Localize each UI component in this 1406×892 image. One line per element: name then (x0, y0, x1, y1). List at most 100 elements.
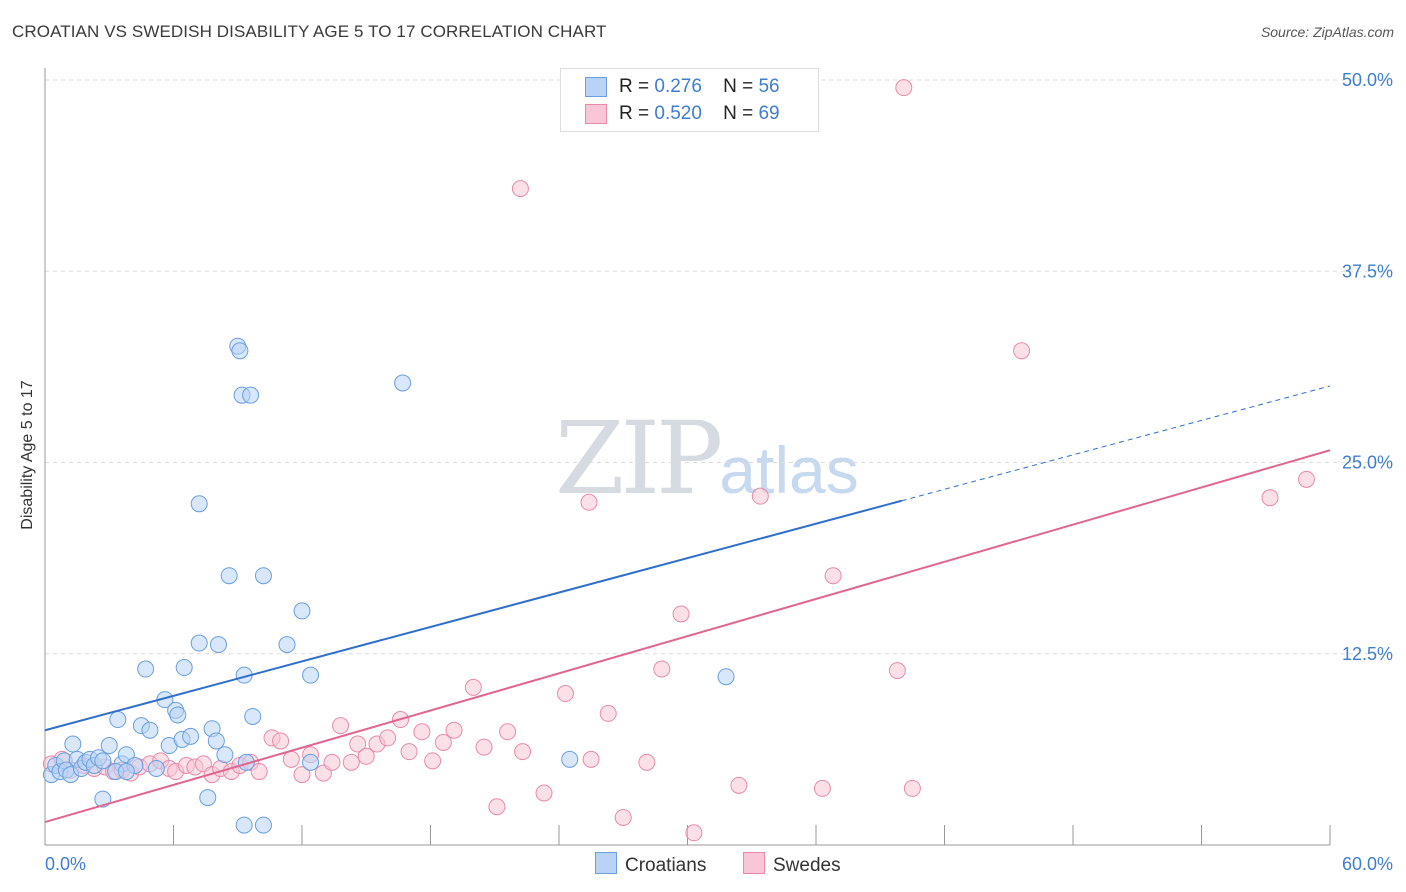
croatians-point (64, 735, 82, 753)
swedes-point (638, 753, 656, 771)
y-tick-label: 12.5% (1342, 644, 1393, 664)
croatians-point (254, 816, 272, 834)
swedes-point (413, 723, 431, 741)
chart-title: CROATIAN VS SWEDISH DISABILITY AGE 5 TO … (12, 22, 607, 41)
swedes-point (357, 747, 375, 765)
croatians-point (141, 721, 159, 739)
croatians-point (182, 727, 200, 745)
croatians-point (117, 763, 135, 781)
swedes-point (672, 605, 690, 623)
croatians-point (199, 789, 217, 807)
croatians-point (216, 746, 234, 764)
swedes-point (272, 732, 290, 750)
croatians-swatch (595, 852, 617, 874)
legend-swatch-croatians (585, 77, 607, 97)
y-axis-title: Disability Age 5 to 17 (19, 380, 36, 530)
swedes-point (379, 729, 397, 747)
croatians-point (302, 753, 320, 771)
legend-n-value: 56 (758, 76, 780, 97)
croatians-point (94, 752, 112, 770)
swedes-point (903, 779, 921, 797)
croatians-point (169, 706, 187, 724)
y-tick-label: 50.0% (1342, 70, 1393, 90)
swedes-point (514, 743, 532, 761)
croatians-point (302, 666, 320, 684)
watermark-atlas: atlas (719, 433, 859, 507)
croatians-point (242, 386, 260, 404)
bottom-legend-swedes: Swedes (743, 852, 841, 877)
swedes-point (323, 753, 341, 771)
legend-r-label: R = (619, 103, 650, 124)
swedes-point (332, 717, 350, 735)
croatians-label: Croatians (625, 855, 707, 876)
croatians-point (293, 602, 311, 620)
croatians-point (137, 660, 155, 678)
swedes-point (499, 723, 517, 741)
croatians-point (209, 636, 227, 654)
swedes-point (535, 784, 553, 802)
y-tick-label: 25.0% (1342, 453, 1393, 473)
croatians-point (394, 374, 412, 392)
croatians-point (254, 567, 272, 585)
croatians-point (220, 567, 238, 585)
swedes-point (895, 79, 913, 97)
swedes-point (1297, 470, 1315, 488)
swedes-point (653, 660, 671, 678)
croatians-trend-line (44, 499, 902, 732)
swedes-point (400, 743, 418, 761)
croatians-point (190, 634, 208, 652)
croatians-point (190, 495, 208, 513)
swedes-point (685, 824, 703, 842)
swedes-point (888, 662, 906, 680)
legend-n-label: N = (723, 76, 754, 97)
swedes-point (751, 487, 769, 505)
croatians-point (561, 750, 579, 768)
swedes-point (556, 685, 574, 703)
croatians-point (175, 659, 193, 677)
legend-n-value: 69 (758, 103, 780, 124)
swedes-point (349, 735, 367, 753)
legend-box: R = 0.276 N = 56 R = 0.520 N = 69 (560, 68, 819, 132)
croatians-point (278, 636, 296, 654)
legend-r-label: R = (619, 76, 650, 97)
legend-r-value: 0.520 (654, 103, 702, 124)
swedes-trend-line (44, 449, 1331, 824)
swedes-point (1261, 489, 1279, 507)
swedes-point (464, 678, 482, 696)
legend-r-value: 0.276 (654, 76, 702, 97)
swedes-point (475, 738, 493, 756)
bottom-legend-croatians: Croatians (595, 852, 706, 877)
legend-n-label: N = (723, 103, 754, 124)
croatians-point (717, 668, 735, 686)
swedes-point (599, 704, 617, 722)
swedes-swatch (743, 852, 765, 874)
swedes-point (445, 721, 463, 739)
swedes-point (424, 752, 442, 770)
swedes-point (730, 776, 748, 794)
swedes-point (511, 180, 529, 198)
croatians-point (235, 816, 253, 834)
swedes-point (813, 779, 831, 797)
x-tick-label: 0.0% (45, 854, 86, 874)
swedes-point (342, 753, 360, 771)
swedes-point (582, 750, 600, 768)
croatians-point (231, 342, 249, 360)
y-tick-label: 37.5% (1342, 261, 1393, 281)
croatians-point (207, 732, 225, 750)
croatians-point (94, 790, 112, 808)
swedes-point (434, 733, 452, 751)
swedes-point (1013, 342, 1031, 360)
swedes-point (580, 493, 598, 511)
swedes-point (250, 763, 268, 781)
swedes-point (488, 798, 506, 816)
swedes-point (824, 567, 842, 585)
croatians-point (147, 760, 165, 777)
source-note: Source: ZipAtlas.com (1260, 24, 1394, 40)
croatians-point (109, 711, 127, 729)
legend-swatch-swedes (585, 104, 607, 124)
swedes-point (614, 808, 632, 826)
x-tick-label: 60.0% (1342, 854, 1393, 874)
swedes-label: Swedes (773, 855, 841, 876)
croatians-trend-extension (901, 385, 1331, 502)
